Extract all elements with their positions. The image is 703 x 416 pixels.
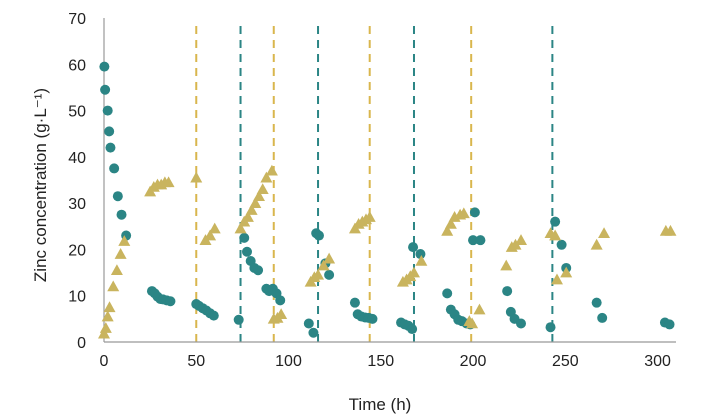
data-point-triangle	[560, 266, 573, 278]
data-point-circle	[100, 84, 111, 95]
y-tick-label: 60	[68, 57, 86, 74]
data-point-circle	[253, 265, 264, 276]
data-point-circle	[516, 318, 527, 329]
data-point-triangle	[190, 171, 203, 183]
data-markers	[98, 61, 677, 339]
data-point-circle	[550, 216, 561, 227]
x-tick-label: 300	[644, 353, 671, 370]
data-point-circle	[102, 105, 113, 116]
data-point-circle	[109, 163, 120, 174]
data-point-triangle	[598, 227, 611, 239]
data-point-circle	[105, 142, 116, 153]
data-point-triangle	[312, 268, 325, 280]
data-point-triangle	[98, 327, 110, 339]
data-point-triangle	[500, 259, 513, 271]
data-point-circle	[104, 126, 115, 137]
x-tick-label: 100	[275, 353, 302, 370]
data-point-circle	[242, 246, 252, 257]
data-point-circle	[313, 230, 324, 241]
x-tick-labels: 0 50 100 150 200 250 300	[100, 353, 671, 370]
data-point-circle	[112, 191, 123, 202]
data-point-circle	[165, 296, 176, 307]
data-point-circle	[239, 232, 250, 243]
y-tick-label: 20	[68, 242, 86, 259]
data-point-triangle	[317, 259, 330, 271]
data-point-triangle	[590, 238, 603, 250]
x-tick-label: 200	[460, 353, 487, 370]
y-tick-label: 0	[77, 335, 86, 352]
data-point-triangle	[118, 235, 131, 246]
y-tick-label: 10	[68, 289, 86, 306]
x-tick-label: 250	[552, 353, 579, 370]
x-axis-title: Time (h)	[349, 395, 412, 414]
data-point-circle	[233, 314, 244, 325]
x-tick-label: 50	[187, 353, 205, 370]
data-point-triangle	[473, 303, 486, 315]
data-point-circle	[591, 297, 602, 308]
data-point-triangle	[252, 190, 265, 201]
data-point-triangle	[103, 301, 116, 313]
data-point-triangle	[407, 266, 420, 278]
data-point-triangle	[114, 248, 127, 259]
data-point-triangle	[99, 322, 112, 333]
data-point-triangle	[444, 217, 457, 229]
y-axis-title: Zinc concentration (g·L⁻¹)	[31, 88, 50, 282]
y-tick-label: 50	[68, 104, 86, 121]
data-point-circle	[407, 324, 418, 335]
data-point-circle	[308, 327, 319, 338]
x-tick-label: 150	[367, 353, 394, 370]
data-point-triangle	[110, 264, 123, 276]
x-tick-label: 0	[100, 353, 109, 370]
axes	[103, 18, 676, 343]
data-point-triangle	[256, 183, 269, 195]
data-point-circle	[349, 297, 360, 308]
data-point-triangle	[550, 273, 563, 285]
data-point-triangle	[249, 197, 262, 208]
data-point-circle	[303, 318, 314, 329]
data-point-triangle	[441, 224, 454, 236]
data-point-circle	[556, 239, 567, 250]
data-point-circle	[597, 312, 608, 323]
y-tick-label: 40	[68, 150, 86, 167]
data-point-triangle	[204, 229, 217, 241]
reference-lines	[195, 26, 554, 342]
data-point-circle	[367, 313, 378, 324]
data-point-circle	[545, 322, 556, 333]
data-point-circle	[468, 235, 479, 246]
data-point-circle	[408, 242, 419, 253]
data-point-triangle	[245, 204, 258, 215]
data-point-circle	[324, 269, 335, 280]
data-point-triangle	[101, 310, 114, 322]
data-point-circle	[415, 249, 426, 260]
data-point-triangle	[241, 211, 254, 222]
data-point-circle	[664, 319, 675, 330]
data-point-triangle	[265, 164, 278, 176]
data-point-triangle	[363, 211, 376, 222]
data-point-triangle	[415, 255, 428, 266]
data-point-triangle	[515, 234, 528, 245]
data-point-triangle	[107, 280, 120, 292]
data-point-circle	[99, 61, 110, 72]
data-point-triangle	[275, 308, 288, 320]
data-point-triangle	[549, 229, 562, 241]
data-point-triangle	[162, 176, 175, 188]
data-point-circle	[502, 286, 513, 297]
data-point-triangle	[457, 207, 470, 219]
data-point-triangle	[466, 317, 479, 329]
y-tick-label: 30	[68, 196, 86, 213]
data-point-circle	[442, 288, 453, 299]
y-tick-labels: 0 10 20 30 40 50 60 70	[68, 11, 86, 352]
data-point-circle	[208, 310, 219, 321]
data-point-circle	[116, 209, 127, 220]
data-point-circle	[275, 295, 286, 306]
data-point-triangle	[260, 171, 273, 183]
data-point-triangle	[664, 224, 677, 236]
data-point-circle	[469, 207, 480, 218]
data-point-triangle	[234, 222, 247, 234]
data-point-triangle	[208, 222, 221, 234]
data-point-circle	[475, 235, 486, 246]
y-tick-label: 70	[68, 11, 86, 28]
data-point-triangle	[323, 252, 336, 264]
